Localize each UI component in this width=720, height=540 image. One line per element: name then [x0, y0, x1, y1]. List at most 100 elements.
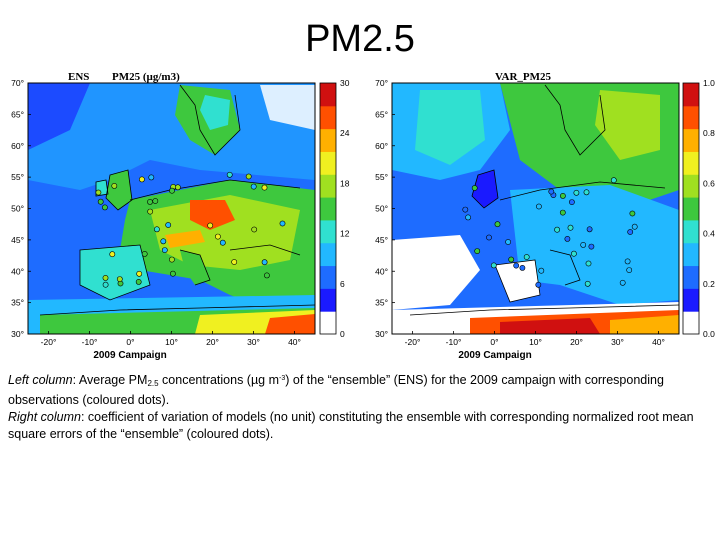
caption-left-label: Left column	[8, 373, 73, 387]
observation-dot	[580, 241, 587, 248]
observation-dot	[231, 259, 238, 265]
lat-tick-label: 60°	[375, 141, 388, 151]
lon-tick-label: 40°	[652, 337, 665, 347]
lat-tick-label: 70°	[375, 78, 388, 88]
lon-tick-label: 40°	[288, 337, 301, 347]
colorbar-segment	[320, 288, 336, 312]
observation-dot	[567, 224, 574, 231]
lon-tick-label: 0°	[490, 337, 498, 347]
colorbar-segment	[683, 83, 699, 107]
lon-tick-label: 20°	[206, 337, 219, 347]
lat-tick-label: 65°	[375, 109, 388, 119]
slide-title: PM2.5	[305, 18, 415, 60]
observation-dot	[559, 193, 566, 199]
map-title: VAR_PM25	[495, 71, 552, 83]
observation-dot	[465, 214, 471, 221]
observation-dots	[95, 171, 286, 288]
map-field	[28, 83, 315, 334]
field-sahara-east	[610, 315, 679, 334]
mask-atlantic-south	[392, 235, 480, 310]
caption-left: Left column: Average PM2.5 concentration…	[8, 370, 713, 409]
observation-dot	[138, 176, 145, 183]
observation-dot	[174, 184, 181, 191]
colorbar-segment	[320, 128, 336, 152]
field-sahara-max	[500, 318, 600, 334]
map-xlabel: 2009 Campaign	[458, 350, 531, 361]
observation-dot	[490, 262, 497, 269]
colorbar-tick-label: 0.2	[703, 279, 715, 289]
observation-dot	[568, 199, 575, 205]
coastlines	[409, 84, 679, 316]
lon-tick-label: 30°	[611, 337, 624, 347]
colorbar-tick-label: 18	[340, 178, 350, 188]
colorbar-segment	[683, 151, 699, 175]
lat-tick-label: 55°	[11, 172, 24, 182]
observation-dot	[584, 280, 591, 287]
observation-dot	[627, 229, 634, 235]
colorbar-tick-label: 24	[340, 128, 350, 138]
land-iberia	[80, 245, 150, 300]
field-northwest	[28, 83, 90, 150]
observation-dot	[263, 272, 270, 279]
lon-tick-label: -10°	[82, 337, 98, 347]
observation-dot	[508, 256, 515, 263]
colorbar-segment	[320, 105, 336, 130]
observation-dot	[97, 198, 104, 205]
lat-tick-label: 40°	[375, 266, 388, 276]
lat-tick-label: 65°	[11, 109, 24, 119]
land-italy	[180, 250, 210, 285]
observation-dot	[538, 267, 545, 274]
observation-dot	[214, 233, 221, 240]
mask-iberia	[495, 260, 540, 302]
observation-dot	[564, 235, 571, 242]
observation-dot	[624, 258, 631, 265]
caption-left-mid: concentrations (µg m	[158, 373, 280, 387]
caption-left-pre: : Average PM	[72, 373, 148, 387]
observation-dot	[548, 188, 555, 195]
colorbar-segment	[320, 265, 336, 289]
longitude-ticks: -20° -10° 0° 10° 20° 30° 40°	[41, 331, 301, 347]
land-continent	[510, 185, 679, 305]
observation-dot	[102, 204, 108, 211]
colorbar-segment	[683, 105, 699, 130]
observation-dot	[169, 270, 176, 277]
observation-dot	[95, 189, 102, 196]
colorbar-segment	[320, 151, 336, 175]
observation-dot	[585, 260, 592, 267]
observation-dot	[535, 281, 542, 288]
observation-dot	[586, 226, 593, 233]
lat-tick-label: 70°	[11, 78, 24, 88]
colorbar-segment	[320, 219, 336, 244]
colorbar-segment	[320, 311, 336, 335]
lat-tick-label: 45°	[11, 235, 24, 245]
var-pm25-map: VAR_PM25 70° 65°	[375, 71, 715, 361]
lat-tick-label: 30°	[11, 329, 24, 339]
observation-dot	[153, 226, 160, 233]
map-xlabel: 2009 Campaign	[93, 350, 166, 361]
map-title-left: ENS	[68, 71, 89, 83]
lon-tick-label: 30°	[247, 337, 260, 347]
observation-dot	[588, 243, 595, 250]
observation-dot	[462, 206, 469, 213]
colorbar-tick-label: 1.0	[703, 78, 715, 88]
colorbar: 30 24 18 12 6 0	[319, 78, 350, 339]
lon-tick-label: 10°	[529, 337, 542, 347]
colorbar-segment	[683, 174, 699, 198]
colorbar-segment	[320, 242, 336, 267]
observation-dot	[141, 250, 148, 257]
colorbar-segment	[683, 219, 699, 244]
observation-dot	[207, 222, 214, 229]
colorbar-segment	[683, 265, 699, 289]
observation-dot	[102, 281, 109, 288]
lon-tick-label: -20°	[405, 337, 421, 347]
observation-dot	[261, 184, 268, 191]
lat-tick-label: 45°	[375, 235, 388, 245]
lon-tick-label: 10°	[165, 337, 178, 347]
caption-left-sub: 2.5	[147, 379, 159, 388]
lon-tick-label: -20°	[41, 337, 57, 347]
observation-dot	[147, 198, 153, 205]
observation-dot	[250, 183, 257, 190]
colorbar-segment	[683, 242, 699, 267]
observation-dot	[486, 234, 492, 241]
latitude-ticks: 70° 65° 60° 55° 50° 45° 40° 35° 30°	[11, 78, 31, 339]
